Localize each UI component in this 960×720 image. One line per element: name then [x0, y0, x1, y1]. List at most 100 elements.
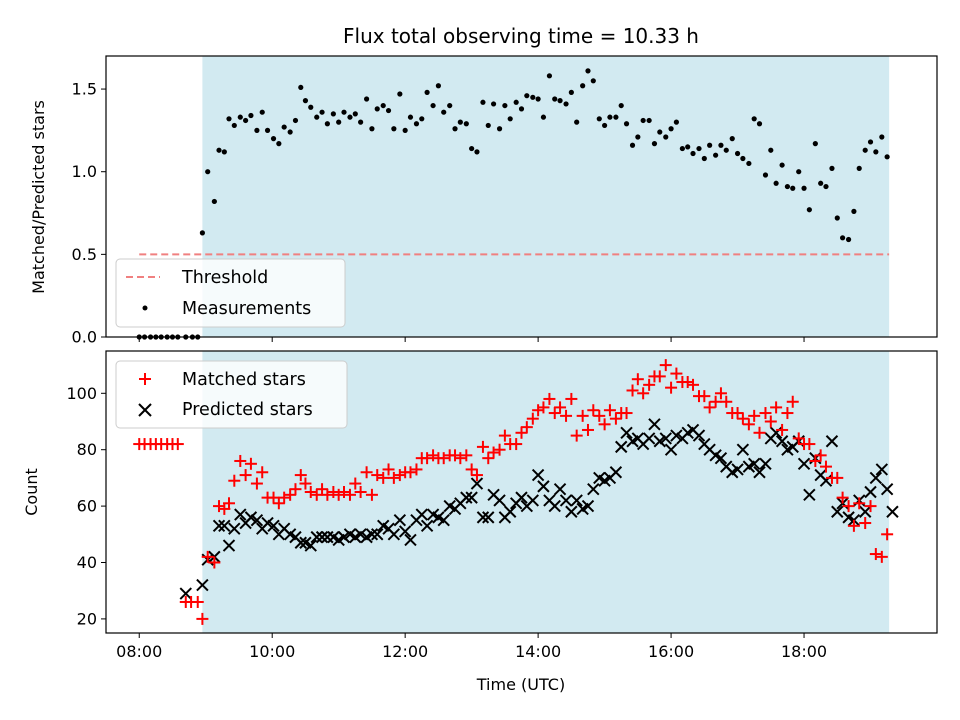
matched-star-point [537, 401, 550, 414]
legend-predicted-swatch [138, 403, 152, 417]
measurement-point [640, 117, 646, 124]
matched-star-point [470, 469, 483, 482]
measurement-point [629, 142, 636, 148]
matched-star-point [842, 500, 855, 513]
measurement-point [552, 96, 558, 102]
matched-star-point [548, 407, 561, 420]
measurement-point [397, 91, 403, 97]
matched-star-point [284, 488, 297, 501]
matched-star-point [482, 452, 495, 465]
measurement-point [211, 198, 217, 205]
predicted-star-point [869, 471, 883, 485]
measurement-point [259, 109, 265, 115]
predicted-star-point [465, 491, 478, 504]
measurement-point [435, 83, 441, 89]
matched-star-point [493, 443, 506, 456]
matched-star-point [736, 412, 749, 425]
matched-star-point [631, 373, 644, 386]
measurement-point [216, 147, 222, 153]
predicted-star-point [267, 519, 280, 533]
measurement-point [557, 98, 563, 104]
matched-star-point [598, 418, 611, 431]
matched-star-point [371, 469, 384, 482]
matched-star-point [382, 463, 395, 476]
matched-star-point [587, 404, 600, 417]
matched-star-point [244, 457, 257, 470]
y-tick-label: 80 [77, 440, 97, 459]
panel-bottom-legend-box [115, 360, 348, 429]
predicted-star-point [531, 468, 545, 482]
predicted-star-point [371, 528, 384, 541]
predicted-star-point [615, 440, 628, 454]
measurement-point [851, 208, 857, 214]
matched-star-point [576, 409, 589, 422]
matched-star-point [487, 446, 500, 459]
matched-star-point [560, 409, 573, 422]
measurement-point [773, 180, 779, 186]
measurement-point [623, 121, 630, 127]
measurement-point [590, 78, 596, 84]
measurement-point [226, 116, 232, 122]
measurement-point [369, 126, 375, 132]
measurement-point [518, 106, 525, 112]
measurement-point [302, 98, 309, 104]
measurement-point [298, 84, 304, 91]
matched-star-point [316, 483, 329, 496]
panel-bottom-legend: Matched stars Predicted stars [115, 360, 348, 429]
measurement-point [839, 235, 846, 241]
measurement-point [243, 117, 249, 124]
measurement-point [374, 106, 380, 112]
predicted-stars-points [179, 418, 899, 600]
predicted-star-point [337, 530, 351, 544]
legend-predicted-label: Predicted stars [182, 400, 313, 420]
measurement-point [330, 111, 336, 117]
measurement-point [474, 149, 480, 155]
predicted-star-point [387, 528, 401, 541]
predicted-star-point [244, 511, 258, 524]
measurement-point [221, 149, 227, 155]
measurement-point [341, 109, 347, 115]
predicted-star-point [234, 508, 247, 521]
measurement-point [646, 117, 652, 124]
measurement-point [574, 119, 580, 125]
matched-star-point [786, 395, 799, 408]
matched-star-point [742, 418, 755, 431]
measurement-point [679, 145, 685, 152]
measurement-point [480, 99, 486, 105]
matched-star-point [354, 486, 367, 498]
measurement-point [391, 126, 397, 132]
measurement-point [685, 144, 691, 150]
matched-star-point [510, 438, 523, 451]
measurement-point [812, 141, 818, 147]
matched-star-point [543, 392, 556, 405]
predicted-star-point [228, 522, 241, 535]
measurement-point [729, 136, 735, 142]
measurement-point [635, 134, 641, 140]
matched-star-point [532, 404, 545, 417]
matched-star-point [687, 378, 700, 391]
matched-star-point [770, 401, 783, 414]
measurement-point [452, 126, 458, 132]
matched-star-point [332, 488, 345, 501]
matched-star-point [626, 384, 639, 397]
matched-star-point [278, 491, 291, 504]
matched-star-point [814, 449, 827, 462]
legend-matched-label: Matched stars [182, 370, 306, 390]
predicted-star-point [670, 429, 683, 442]
matched-star-point [659, 359, 672, 372]
matched-star-point [670, 367, 683, 380]
measurement-point [613, 114, 619, 120]
panel-top-y-axis-label: Matched/Predicted stars [29, 100, 48, 294]
predicted-star-point [294, 536, 307, 549]
matched-star-point [520, 421, 533, 434]
matched-star-point [637, 387, 650, 400]
measurement-point [254, 127, 260, 133]
predicted-star-point [470, 477, 484, 490]
measurement-point [524, 93, 530, 99]
measurement-point [287, 129, 293, 135]
predicted-star-point [515, 491, 528, 504]
measurement-point [602, 122, 608, 129]
measurement-point [596, 116, 602, 122]
matched-star-point [460, 449, 473, 462]
matched-star-point [201, 550, 214, 563]
